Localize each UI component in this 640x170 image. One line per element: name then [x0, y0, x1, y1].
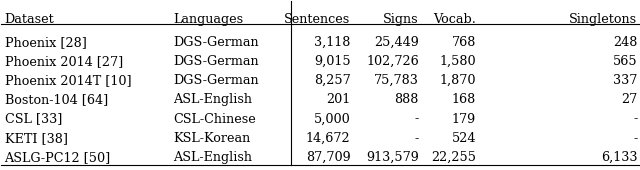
- Text: 913,579: 913,579: [366, 151, 419, 164]
- Text: -: -: [633, 132, 637, 145]
- Text: ASL-English: ASL-English: [173, 151, 252, 164]
- Text: Phoenix 2014 [27]: Phoenix 2014 [27]: [4, 55, 123, 68]
- Text: -: -: [415, 113, 419, 126]
- Text: 337: 337: [613, 74, 637, 87]
- Text: 9,015: 9,015: [314, 55, 351, 68]
- Text: -: -: [415, 132, 419, 145]
- Text: 14,672: 14,672: [306, 132, 351, 145]
- Text: 179: 179: [452, 113, 476, 126]
- Text: 248: 248: [613, 36, 637, 49]
- Text: 524: 524: [452, 132, 476, 145]
- Text: Sentences: Sentences: [284, 13, 351, 26]
- Text: 102,726: 102,726: [366, 55, 419, 68]
- Text: 888: 888: [394, 93, 419, 106]
- Text: Languages: Languages: [173, 13, 244, 26]
- Text: 1,870: 1,870: [440, 74, 476, 87]
- Text: 87,709: 87,709: [306, 151, 351, 164]
- Text: CSL [33]: CSL [33]: [4, 113, 62, 126]
- Text: Signs: Signs: [383, 13, 419, 26]
- Text: Phoenix 2014T [10]: Phoenix 2014T [10]: [4, 74, 131, 87]
- Text: DGS-German: DGS-German: [173, 36, 259, 49]
- Text: 565: 565: [612, 55, 637, 68]
- Text: 75,783: 75,783: [374, 74, 419, 87]
- Text: Boston-104 [64]: Boston-104 [64]: [4, 93, 108, 106]
- Text: 768: 768: [452, 36, 476, 49]
- Text: 5,000: 5,000: [314, 113, 351, 126]
- Text: 6,133: 6,133: [601, 151, 637, 164]
- Text: 8,257: 8,257: [314, 74, 351, 87]
- Text: Dataset: Dataset: [4, 13, 54, 26]
- Text: ASL-English: ASL-English: [173, 93, 252, 106]
- Text: Singletons: Singletons: [569, 13, 637, 26]
- Text: Vocab.: Vocab.: [433, 13, 476, 26]
- Text: DGS-German: DGS-German: [173, 74, 259, 87]
- Text: CSL-Chinese: CSL-Chinese: [173, 113, 256, 126]
- Text: 27: 27: [621, 93, 637, 106]
- Text: DGS-German: DGS-German: [173, 55, 259, 68]
- Text: KETI [38]: KETI [38]: [4, 132, 68, 145]
- Text: 22,255: 22,255: [431, 151, 476, 164]
- Text: 3,118: 3,118: [314, 36, 351, 49]
- Text: 25,449: 25,449: [374, 36, 419, 49]
- Text: KSL-Korean: KSL-Korean: [173, 132, 251, 145]
- Text: -: -: [633, 113, 637, 126]
- Text: ASLG-PC12 [50]: ASLG-PC12 [50]: [4, 151, 111, 164]
- Text: 168: 168: [452, 93, 476, 106]
- Text: 201: 201: [326, 93, 351, 106]
- Text: 1,580: 1,580: [440, 55, 476, 68]
- Text: Phoenix [28]: Phoenix [28]: [4, 36, 86, 49]
